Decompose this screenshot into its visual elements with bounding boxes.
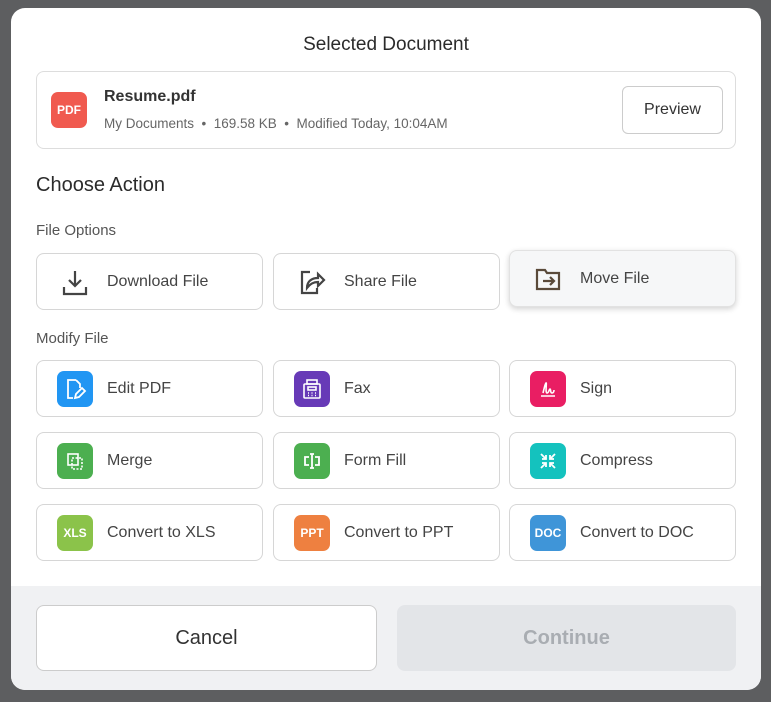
share-file-button[interactable]: Share File	[273, 253, 500, 310]
file-options-heading: File Options	[36, 222, 117, 239]
button-label: Merge	[107, 451, 153, 469]
dialog-title: Selected Document	[303, 34, 469, 55]
form-fill-button[interactable]: Form Fill	[273, 432, 500, 489]
document-name: Resume.pdf	[104, 88, 196, 105]
convert-to-ppt-button[interactable]: PPT Convert to PPT	[273, 504, 500, 561]
sign-button[interactable]: Sign	[509, 360, 736, 417]
xls-icon: XLS	[57, 514, 93, 551]
button-label: Share File	[344, 272, 417, 290]
choose-action-heading: Choose Action	[36, 174, 165, 196]
ppt-icon: PPT	[294, 514, 330, 551]
convert-to-xls-button[interactable]: XLS Convert to XLS	[36, 504, 263, 561]
share-icon	[294, 264, 330, 300]
cancel-button[interactable]: Cancel	[36, 605, 377, 671]
download-icon	[57, 264, 93, 300]
document-meta: My Documents • 169.58 KB • Modified Toda…	[104, 116, 448, 131]
move-file-button[interactable]: Move File	[509, 250, 736, 307]
merge-button[interactable]: Merge	[36, 432, 263, 489]
form-fill-icon	[294, 442, 330, 479]
signature-icon	[530, 370, 566, 407]
modify-file-heading: Modify File	[36, 330, 109, 347]
preview-button[interactable]: Preview	[622, 86, 723, 134]
button-label: Convert to XLS	[107, 523, 216, 541]
button-label: Form Fill	[344, 451, 407, 469]
button-label: Compress	[580, 451, 653, 469]
merge-icon	[57, 442, 93, 479]
compress-icon	[530, 442, 566, 479]
fax-button[interactable]: Fax	[273, 360, 500, 417]
document-card: PDF Resume.pdf My Documents • 169.58 KB …	[36, 71, 736, 149]
button-label: Move File	[580, 269, 650, 287]
button-label: Convert to DOC	[580, 523, 694, 541]
button-label: Sign	[580, 379, 613, 397]
download-file-button[interactable]: Download File	[36, 253, 263, 310]
folder-move-icon	[530, 261, 566, 297]
button-label: Fax	[344, 379, 371, 397]
pdf-file-icon: PDF	[51, 92, 87, 128]
compress-button[interactable]: Compress	[509, 432, 736, 489]
fax-icon	[294, 370, 330, 407]
dialog-footer: Cancel Continue	[11, 586, 761, 690]
edit-pdf-button[interactable]: Edit PDF	[36, 360, 263, 417]
button-label: Edit PDF	[107, 379, 172, 397]
continue-button[interactable]: Continue	[397, 605, 736, 671]
button-label: Download File	[107, 272, 209, 290]
convert-to-doc-button[interactable]: DOC Convert to DOC	[509, 504, 736, 561]
selected-document-dialog: Selected Document PDF Resume.pdf My Docu…	[11, 8, 761, 690]
button-label: Convert to PPT	[344, 523, 454, 541]
edit-pdf-icon	[57, 370, 93, 407]
doc-icon: DOC	[530, 514, 566, 551]
